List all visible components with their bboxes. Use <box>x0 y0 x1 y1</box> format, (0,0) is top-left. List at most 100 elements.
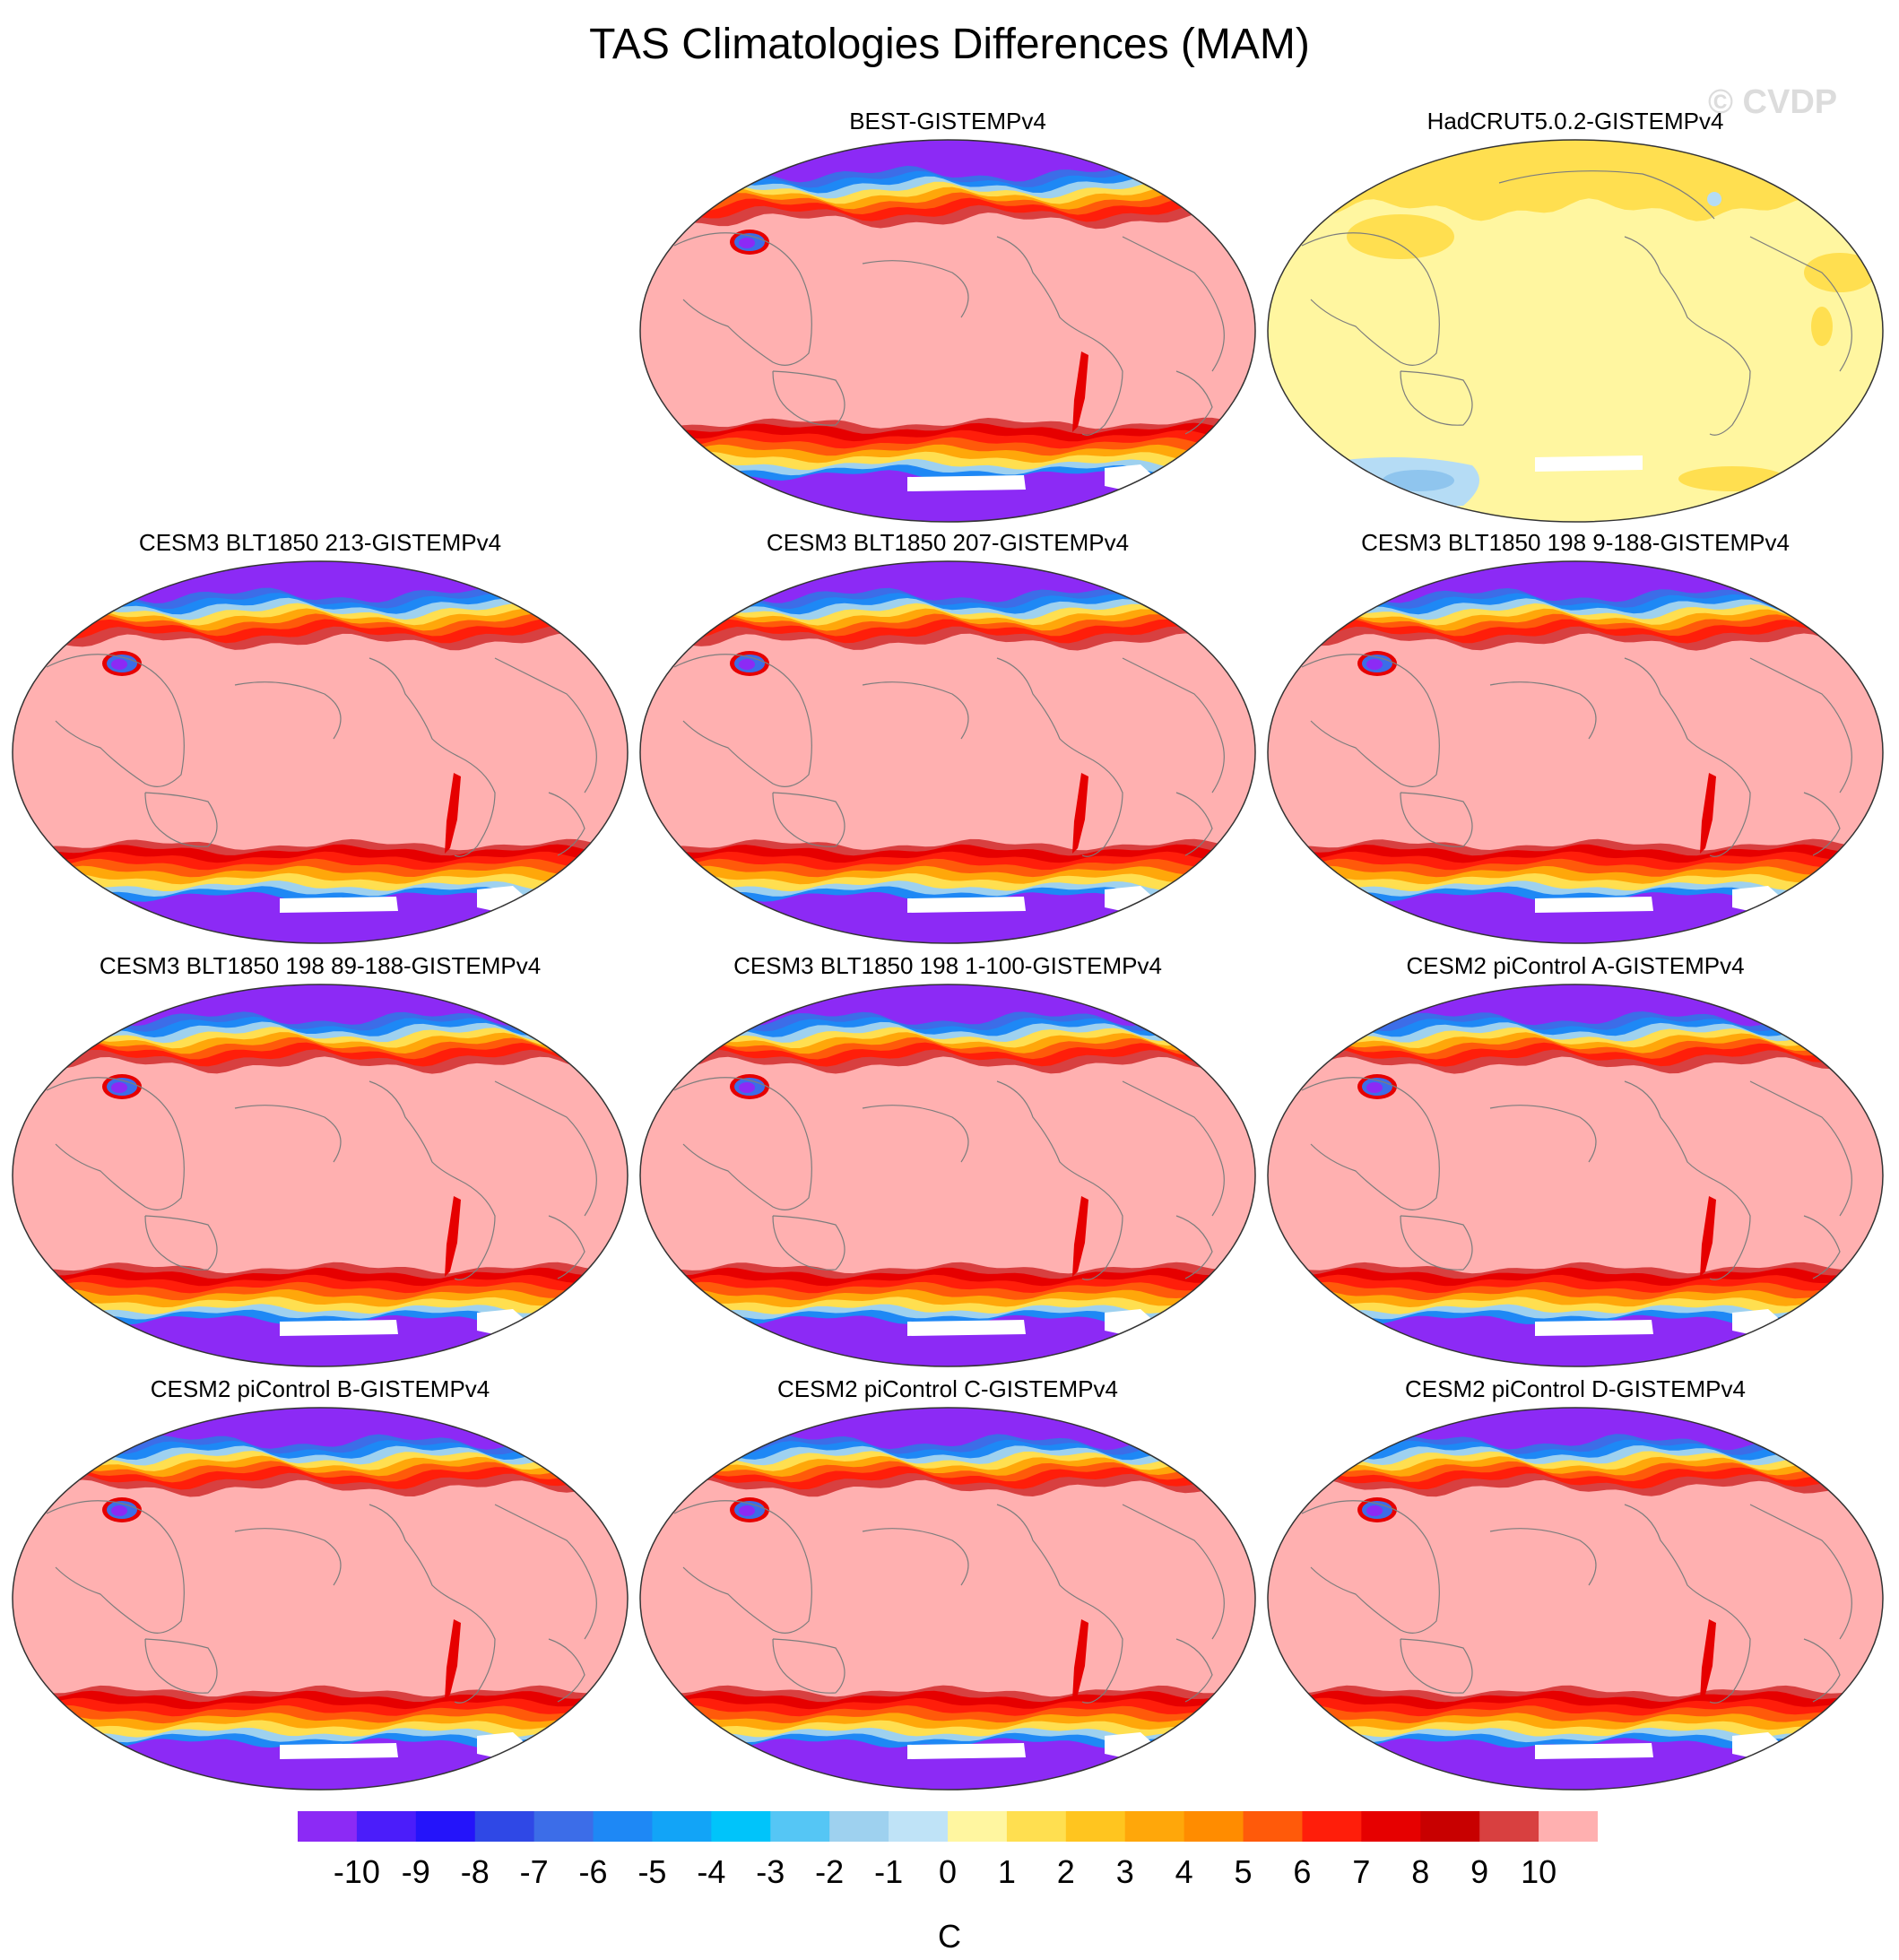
map-panel-2: HadCRUT5.0.2-GISTEMPv4 <box>1266 108 1885 529</box>
coastline <box>1122 1504 1225 1640</box>
andes-strip <box>445 1196 461 1277</box>
north-band <box>1268 1408 1883 1450</box>
coastline <box>1749 1504 1852 1640</box>
tibet-core <box>1366 1505 1383 1516</box>
coastline <box>1175 1215 1213 1279</box>
colorbar-tick-label: -6 <box>579 1853 608 1890</box>
andes-strip <box>1700 773 1716 854</box>
colorbar-swatch <box>298 1811 358 1842</box>
coastline <box>1301 1500 1440 1634</box>
map-panel-8: CESM2 piControl A-GISTEMPv4 <box>1266 952 1885 1374</box>
north-band <box>640 984 1255 1027</box>
colorbar-tick-label: 8 <box>1411 1853 1429 1890</box>
coastline <box>144 1638 218 1694</box>
north-band <box>640 1408 1255 1450</box>
map-11 <box>1267 1407 1884 1791</box>
colorbar-tick-label: -3 <box>756 1853 785 1890</box>
colorbar-tick-label: 2 <box>1057 1853 1075 1890</box>
coastline <box>673 654 812 787</box>
coastline <box>144 1215 218 1271</box>
coastline <box>1122 657 1225 794</box>
coastline <box>1749 236 1852 372</box>
colorbar-swatch <box>1065 1811 1126 1842</box>
colorbar-tick-label: -8 <box>461 1853 490 1890</box>
andes-strip <box>1700 1619 1716 1700</box>
coastline <box>494 657 597 794</box>
colorbar-swatch <box>1479 1811 1539 1842</box>
coastline <box>369 1504 496 1704</box>
coastline <box>1301 654 1440 787</box>
panel-title: HadCRUT5.0.2-GISTEMPv4 <box>1426 108 1724 134</box>
colorbar-swatch <box>1420 1811 1480 1842</box>
colorbar-tick-label: 7 <box>1352 1853 1370 1890</box>
coastline <box>234 681 342 740</box>
north-band <box>1268 561 1883 603</box>
coastline <box>996 236 1123 436</box>
coastline <box>772 370 845 426</box>
panel-title: CESM3 BLT1850 198 1-100-GISTEMPv4 <box>733 952 1162 979</box>
coastline <box>862 681 969 740</box>
coastline <box>1301 232 1440 366</box>
coastline <box>46 1500 185 1634</box>
panel-title: CESM2 piControl B-GISTEMPv4 <box>150 1375 490 1402</box>
panel-title: CESM2 piControl C-GISTEMPv4 <box>777 1375 1118 1402</box>
colorbar-tick-label: 9 <box>1470 1853 1488 1890</box>
missing-data <box>907 1743 1026 1759</box>
map-panel-5: CESM3 BLT1850 198 9-188-GISTEMPv4 <box>1266 529 1885 950</box>
map-10 <box>639 1407 1256 1791</box>
map-panel-1: BEST-GISTEMPv4 <box>638 108 1257 529</box>
andes-strip <box>1072 773 1088 854</box>
colorbar-swatch <box>1302 1811 1362 1842</box>
colorbar-tick-label: -7 <box>520 1853 549 1890</box>
tibet-core <box>111 1082 127 1093</box>
coastline <box>1803 792 1841 856</box>
yellow-patch <box>1347 214 1454 259</box>
coastline <box>996 657 1123 857</box>
map-border <box>1267 1407 1884 1791</box>
map-3 <box>12 560 629 944</box>
missing-data <box>280 1320 398 1336</box>
north-band <box>13 561 628 603</box>
map-5 <box>1267 560 1884 944</box>
colorbar-swatch <box>652 1811 712 1842</box>
coastline <box>996 1080 1123 1280</box>
colorbar-swatch <box>1361 1811 1421 1842</box>
colorbar-tick-label: 5 <box>1235 1853 1253 1890</box>
colorbar-tick-label: 6 <box>1293 1853 1311 1890</box>
coastline <box>234 1528 342 1586</box>
colorbar-tick-label: 10 <box>1521 1853 1556 1890</box>
tibet-core <box>1366 659 1383 670</box>
tibet-core <box>111 659 127 670</box>
colorbar-swatch <box>593 1811 653 1842</box>
map-8 <box>1267 984 1884 1367</box>
coastline <box>862 260 969 318</box>
coastline <box>1624 1504 1751 1704</box>
map-border <box>639 984 1256 1367</box>
coastline <box>234 1105 342 1163</box>
map-panel-9: CESM2 piControl B-GISTEMPv4 <box>11 1375 629 1797</box>
coastline <box>494 1080 597 1217</box>
coastline <box>144 792 218 847</box>
colorbar-tick-label: -9 <box>402 1853 430 1890</box>
tibet-core <box>739 238 755 248</box>
map-border <box>1267 139 1884 523</box>
tibet-core <box>739 659 755 670</box>
coastline <box>548 792 585 856</box>
map-6 <box>12 984 629 1367</box>
blue-patch <box>1707 192 1721 206</box>
map-panel-7: CESM3 BLT1850 198 1-100-GISTEMPv4 <box>638 952 1257 1374</box>
coastline <box>772 1638 845 1694</box>
colorbar-tick-label: 3 <box>1116 1853 1134 1890</box>
andes-strip <box>445 1619 461 1700</box>
panel-title: CESM2 piControl A-GISTEMPv4 <box>1406 952 1745 979</box>
map-panel-11: CESM2 piControl D-GISTEMPv4 <box>1266 1375 1885 1797</box>
map-9 <box>12 1407 629 1791</box>
coastline <box>1175 1638 1213 1703</box>
map-border <box>12 560 629 944</box>
coastline <box>673 1077 812 1210</box>
coastline <box>1489 1528 1597 1586</box>
coastline <box>1175 370 1213 435</box>
colorbar-swatch <box>474 1811 535 1842</box>
north-band <box>1268 984 1883 1027</box>
panel-title: CESM2 piControl D-GISTEMPv4 <box>1405 1375 1746 1402</box>
